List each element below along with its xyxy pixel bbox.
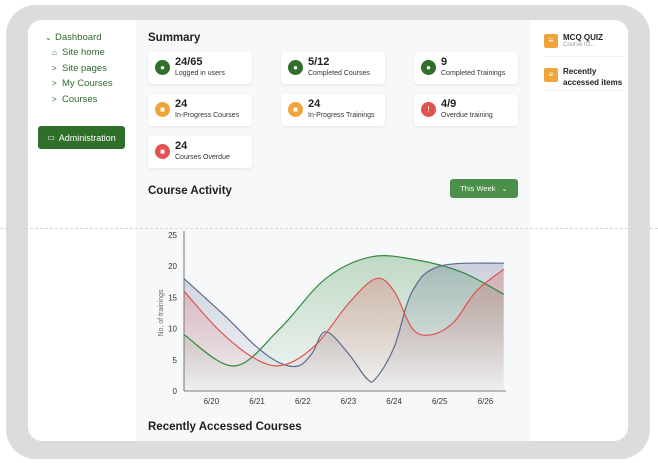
x-tick-label: 6/25 — [432, 397, 448, 406]
card-label: In-Progress Courses — [175, 112, 240, 119]
x-tick-label: 6/24 — [386, 397, 402, 406]
book-icon: ■ — [288, 102, 303, 117]
x-tick-label: 6/21 — [249, 397, 265, 406]
series-line — [183, 255, 504, 367]
summary-card[interactable]: ! 4/9 Overdue training — [414, 94, 518, 126]
lock-icon: ▭ — [47, 133, 55, 142]
main-content: Summary ● 24/65 Logged in users ● 5/12 C… — [136, 20, 530, 441]
sidebar-item-label: Site pages — [62, 63, 107, 74]
y-tick-label: 10 — [168, 325, 177, 334]
administration-label: Administration — [58, 132, 116, 143]
card-label: In-Progress Trainings — [308, 112, 375, 119]
summary-card[interactable]: ■ 24 In-Progress Courses — [148, 94, 252, 126]
card-value: 24 — [308, 98, 321, 110]
sidebar-item-courses[interactable]: > Courses — [52, 94, 97, 105]
y-tick-label: 0 — [173, 387, 178, 396]
sidebar-item-label: Courses — [62, 94, 98, 105]
quiz-title[interactable]: MCQ QUIZ — [563, 33, 603, 42]
course-activity-title: Course Activity — [148, 185, 232, 197]
sidebar-item-my-courses[interactable]: > My Courses — [52, 78, 113, 89]
presentation-icon: ■ — [155, 102, 170, 117]
card-label: Completed Courses — [308, 70, 370, 77]
period-label: This Week — [460, 184, 496, 193]
chevron-right-icon: > — [52, 95, 57, 104]
y-tick-label: 5 — [173, 356, 178, 365]
divider — [544, 56, 624, 57]
quiz-subtitle: Course 01.. — [563, 42, 595, 48]
chevron-right-icon: > — [52, 79, 57, 88]
sidebar-item-label: Dashboard — [55, 32, 102, 43]
recent-items-title-line2: accessed items — [563, 78, 623, 87]
alert-screen-icon: ! — [421, 102, 436, 117]
chevron-down-icon: ⌄ — [45, 33, 52, 42]
administration-button[interactable]: ▭ Administration — [38, 126, 125, 149]
summary-card[interactable]: ● 24/65 Logged in users — [148, 52, 252, 84]
screen: ⌄ Dashboard ⌂ Site home > Site pages > My Co… — [28, 20, 628, 441]
sidebar: ⌄ Dashboard ⌂ Site home > Site pages > My Co… — [28, 20, 136, 441]
document-icon: ≡ — [544, 68, 558, 82]
award-icon: ● — [421, 60, 436, 75]
summary-card[interactable]: ● 9 Completed Trainings — [414, 52, 518, 84]
card-label: Completed Trainings — [441, 70, 506, 77]
sidebar-item-label: My Courses — [62, 78, 113, 89]
card-label: Logged in users — [175, 70, 225, 77]
guide-line — [0, 228, 658, 229]
card-label: Overdue training — [441, 112, 493, 119]
series-line — [183, 268, 505, 367]
sidebar-item-label: Site home — [62, 47, 105, 58]
medal-icon: ● — [288, 60, 303, 75]
series-area — [184, 269, 504, 391]
x-tick-label: 6/20 — [204, 397, 220, 406]
document-icon: ≡ — [544, 34, 558, 48]
users-icon: ● — [155, 60, 170, 75]
card-value: 4/9 — [441, 98, 457, 110]
card-value: 24 — [175, 140, 188, 152]
sidebar-item-site-home[interactable]: ⌂ Site home — [52, 47, 105, 58]
divider — [544, 90, 624, 91]
y-tick-label: 25 — [168, 231, 177, 240]
summary-card[interactable]: ■ 24 Courses Overdue — [148, 136, 252, 168]
right-panel: ≡ MCQ QUIZ Course 01.. ≡ Recently access… — [530, 20, 628, 441]
card-value: 24/65 — [175, 56, 203, 68]
series-line — [183, 262, 504, 383]
home-icon: ⌂ — [52, 48, 57, 57]
course-activity-chart: 0 5 10 15 20 25 6/20 6/21 6/22 6/23 6/24 6/25 6/26 No… — [158, 231, 506, 406]
card-value: 24 — [175, 98, 188, 110]
chevron-right-icon: > — [52, 64, 57, 73]
x-tick-label: 6/26 — [478, 397, 494, 406]
board-icon: ■ — [155, 144, 170, 159]
sidebar-item-site-pages[interactable]: > Site pages — [52, 63, 107, 74]
period-dropdown[interactable]: This Week ⌄ — [450, 179, 518, 198]
recent-items-title[interactable]: Recently — [563, 67, 597, 76]
chevron-down-icon: ⌄ — [501, 184, 508, 193]
recent-courses-title: Recently Accessed Courses — [148, 421, 302, 433]
summary-card[interactable]: ■ 24 In-Progress Trainings — [281, 94, 385, 126]
y-axis-label: No. of trainings — [158, 289, 165, 337]
card-label: Courses Overdue — [175, 154, 230, 161]
summary-title: Summary — [148, 32, 201, 44]
summary-card[interactable]: ● 5/12 Completed Courses — [281, 52, 385, 84]
y-tick-label: 20 — [168, 262, 177, 271]
y-tick-label: 15 — [168, 293, 177, 302]
x-tick-label: 6/23 — [341, 397, 357, 406]
x-tick-label: 6/22 — [295, 397, 311, 406]
card-value: 5/12 — [308, 56, 330, 68]
sidebar-item-dashboard[interactable]: ⌄ Dashboard — [45, 32, 101, 43]
card-value: 9 — [441, 56, 448, 68]
